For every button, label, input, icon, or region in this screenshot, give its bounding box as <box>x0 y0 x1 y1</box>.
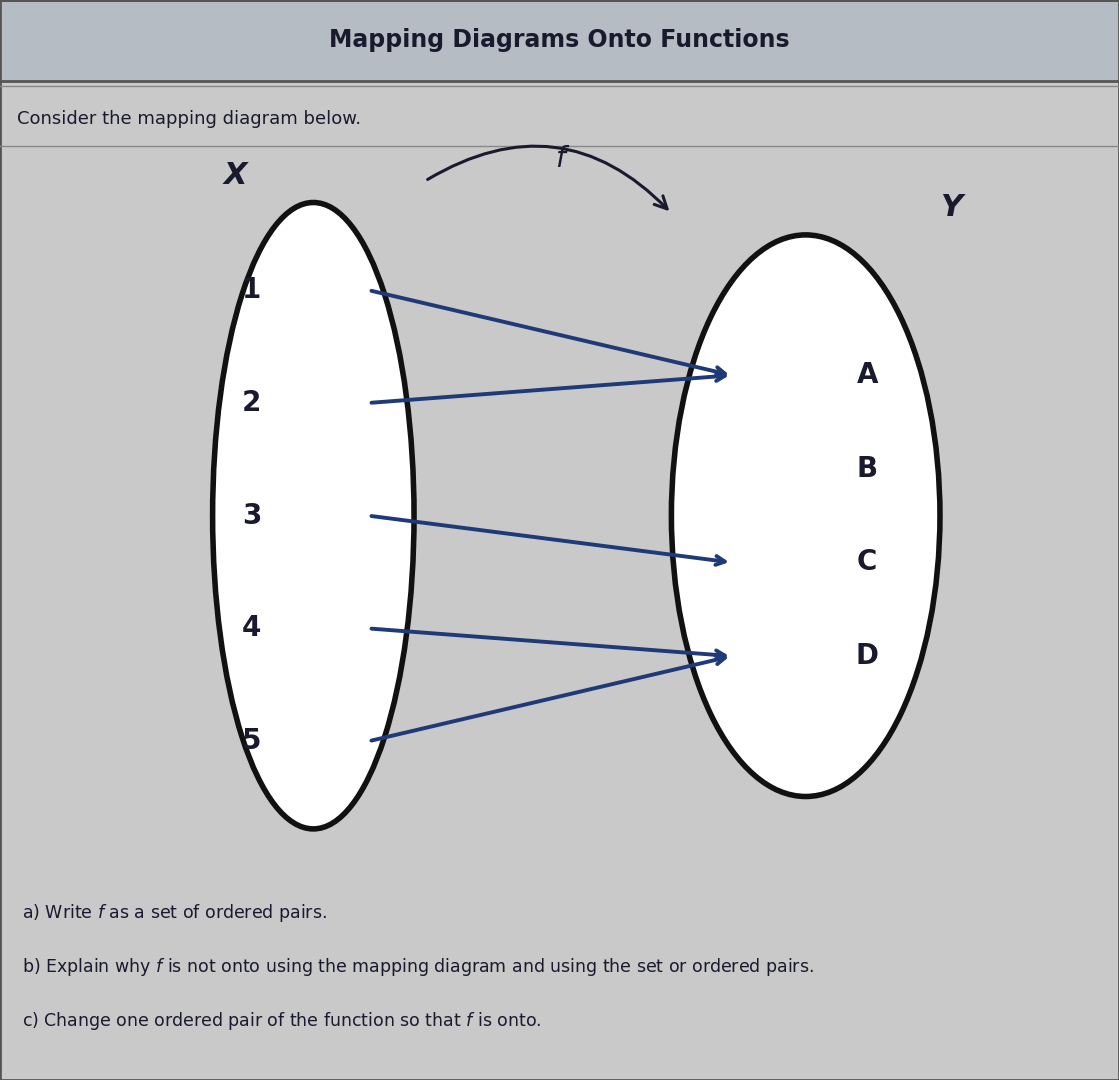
FancyArrowPatch shape <box>427 146 667 208</box>
Text: D: D <box>856 643 878 670</box>
Text: Consider the mapping diagram below.: Consider the mapping diagram below. <box>17 110 361 127</box>
FancyArrowPatch shape <box>372 656 725 741</box>
FancyArrowPatch shape <box>372 291 725 376</box>
Text: f: f <box>555 146 564 173</box>
Text: a) Write $f$ as a set of ordered pairs.: a) Write $f$ as a set of ordered pairs. <box>22 902 327 923</box>
Text: Mapping Diagrams Onto Functions: Mapping Diagrams Onto Functions <box>329 28 790 53</box>
Text: c) Change one ordered pair of the function so that $f$ is onto.: c) Change one ordered pair of the functi… <box>22 1010 542 1031</box>
Text: A: A <box>856 362 878 389</box>
Text: b) Explain why $f$ is not onto using the mapping diagram and using the set or or: b) Explain why $f$ is not onto using the… <box>22 956 814 977</box>
Text: 3: 3 <box>242 502 262 529</box>
Ellipse shape <box>213 203 414 829</box>
Text: B: B <box>857 455 877 483</box>
Ellipse shape <box>671 235 940 797</box>
Text: 4: 4 <box>242 615 262 643</box>
Text: 5: 5 <box>242 727 262 755</box>
FancyArrowPatch shape <box>372 516 725 565</box>
FancyArrowPatch shape <box>372 373 725 403</box>
Text: C: C <box>857 549 877 577</box>
Text: 1: 1 <box>242 276 262 305</box>
Text: X: X <box>223 161 247 190</box>
Text: Y: Y <box>940 193 962 222</box>
Text: 2: 2 <box>242 389 262 417</box>
Bar <box>0 0 1119 81</box>
FancyArrowPatch shape <box>372 629 725 659</box>
